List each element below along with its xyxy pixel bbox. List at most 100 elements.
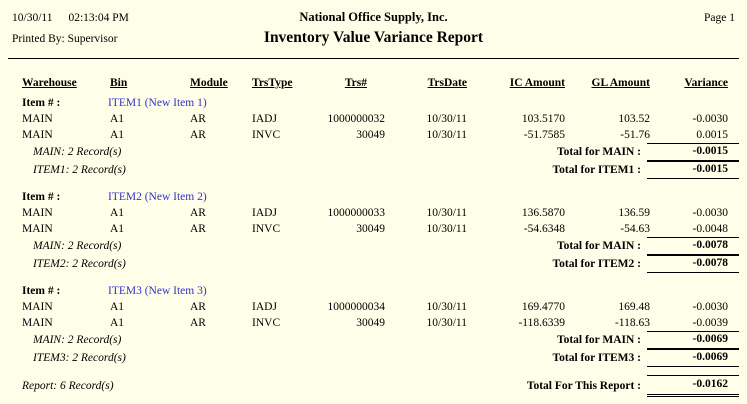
cell-ic-amount: -118.6339	[518, 317, 565, 329]
col-header-variance: Variance	[684, 77, 728, 89]
cell-gl-amount: 169.48	[618, 301, 650, 313]
cell-ic-amount: 169.4770	[521, 301, 565, 313]
item-group-1: Item # : ITEM1 (New Item 1) MAIN A1 AR IA…	[0, 95, 747, 179]
item-total-label: Total for ITEM3 :	[552, 351, 642, 364]
col-header-module: Module	[190, 77, 228, 89]
cell-trstype: INVC	[252, 223, 281, 235]
col-header-warehouse: Warehouse	[22, 77, 77, 89]
cell-variance: -0.0030	[692, 207, 728, 219]
cell-module: AR	[190, 223, 206, 235]
cell-module: AR	[190, 301, 206, 313]
warehouse-total-value: -0.0015	[647, 143, 739, 161]
report-total-label: Total For This Report :	[526, 379, 641, 392]
item-subtotal: ITEM1: 2 Record(s) Total for ITEM1 : -0.…	[0, 161, 747, 179]
cell-gl-amount: 103.52	[618, 113, 650, 125]
item-record-count: ITEM2: 2 Record(s)	[33, 257, 126, 270]
cell-gl-amount: 136.59	[618, 207, 650, 219]
item-group-3: Item # : ITEM3 (New Item 3) MAIN A1 AR IA…	[0, 283, 747, 367]
item-number-label: Item # :	[22, 285, 61, 297]
cell-ic-amount: 103.5170	[521, 113, 565, 125]
item-header: Item # : ITEM3 (New Item 3)	[0, 283, 747, 299]
item-name: ITEM1 (New Item 1)	[108, 97, 207, 109]
table-header-row: Warehouse Bin Module TrsType Trs# TrsDat…	[0, 75, 747, 91]
cell-module: AR	[190, 113, 206, 125]
item-number-label: Item # :	[22, 97, 61, 109]
cell-warehouse: MAIN	[22, 223, 53, 235]
cell-warehouse: MAIN	[22, 113, 53, 125]
cell-warehouse: MAIN	[22, 129, 53, 141]
item-number-label: Item # :	[22, 191, 61, 203]
item-total-value: -0.0078	[647, 255, 739, 273]
cell-trsnum: 30049	[356, 129, 385, 141]
cell-bin: A1	[110, 317, 125, 329]
item-record-count: ITEM3: 2 Record(s)	[33, 351, 126, 364]
item-total-label: Total for ITEM1 :	[552, 163, 642, 176]
table-row: MAIN A1 AR INVC 30049 10/30/11 -54.6348 …	[0, 221, 747, 237]
cell-module: AR	[190, 129, 206, 141]
cell-variance: 0.0015	[696, 129, 728, 141]
warehouse-record-count: MAIN: 2 Record(s)	[33, 333, 122, 346]
cell-trsnum: 1000000033	[327, 207, 386, 219]
col-header-trsdate: TrsDate	[427, 77, 467, 89]
cell-variance: -0.0048	[692, 223, 728, 235]
cell-ic-amount: -51.7585	[523, 129, 565, 141]
cell-gl-amount: -51.76	[620, 129, 650, 141]
warehouse-total-value: -0.0078	[647, 237, 739, 255]
cell-trsnum: 30049	[356, 317, 385, 329]
col-header-gl-amount: GL Amount	[591, 77, 650, 89]
item-total-label: Total for ITEM2 :	[552, 257, 642, 270]
cell-trsdate: 10/30/11	[426, 317, 467, 329]
table-row: MAIN A1 AR INVC 30049 10/30/11 -118.6339…	[0, 315, 747, 331]
cell-trstype: INVC	[252, 317, 281, 329]
item-subtotal: ITEM3: 2 Record(s) Total for ITEM3 : -0.…	[0, 349, 747, 367]
cell-trstype: IADJ	[252, 207, 277, 219]
cell-trstype: INVC	[252, 129, 281, 141]
cell-trsnum: 1000000032	[327, 113, 386, 125]
item-group-2: Item # : ITEM2 (New Item 2) MAIN A1 AR IA…	[0, 189, 747, 273]
report-header: 10/30/11 02:13:04 PM National Office Supp…	[0, 8, 747, 49]
warehouse-total-value: -0.0069	[647, 331, 739, 349]
cell-trsnum: 30049	[356, 223, 385, 235]
header-divider	[8, 58, 739, 59]
cell-bin: A1	[110, 129, 125, 141]
cell-trsdate: 10/30/11	[426, 113, 467, 125]
warehouse-subtotal: MAIN: 2 Record(s) Total for MAIN : -0.00…	[0, 331, 747, 349]
cell-gl-amount: -118.63	[614, 317, 650, 329]
report-title: Inventory Value Variance Report	[263, 29, 484, 46]
col-header-bin: Bin	[110, 77, 128, 89]
report-total-value: -0.0162	[647, 375, 739, 397]
table-row: MAIN A1 AR INVC 30049 10/30/11 -51.7585 …	[0, 127, 747, 143]
report-time: 02:13:04 PM	[68, 12, 129, 24]
cell-bin: A1	[110, 301, 125, 313]
printed-by: Printed By: Supervisor	[12, 33, 118, 45]
warehouse-total-label: Total for MAIN :	[556, 333, 641, 346]
cell-variance: -0.0030	[692, 301, 728, 313]
item-header: Item # : ITEM2 (New Item 2)	[0, 189, 747, 205]
report-total-row: Report: 6 Record(s) Total For This Repor…	[0, 375, 747, 397]
item-record-count: ITEM1: 2 Record(s)	[33, 163, 126, 176]
col-header-ic-amount: IC Amount	[509, 77, 565, 89]
datetime: 10/30/11 02:13:04 PM	[12, 9, 212, 28]
cell-warehouse: MAIN	[22, 317, 53, 329]
item-total-value: -0.0069	[647, 349, 739, 367]
report-record-count: Report: 6 Record(s)	[22, 379, 114, 392]
cell-trsdate: 10/30/11	[426, 301, 467, 313]
cell-bin: A1	[110, 113, 125, 125]
company-name: National Office Supply, Inc.	[299, 10, 448, 24]
cell-gl-amount: -54.63	[620, 223, 650, 235]
cell-bin: A1	[110, 207, 125, 219]
item-name: ITEM2 (New Item 2)	[108, 191, 207, 203]
cell-trsdate: 10/30/11	[426, 207, 467, 219]
cell-ic-amount: -54.6348	[523, 223, 565, 235]
cell-trstype: IADJ	[252, 301, 277, 313]
cell-module: AR	[190, 317, 206, 329]
cell-module: AR	[190, 207, 206, 219]
warehouse-subtotal: MAIN: 2 Record(s) Total for MAIN : -0.00…	[0, 237, 747, 255]
report-date: 10/30/11	[12, 12, 53, 24]
cell-warehouse: MAIN	[22, 301, 53, 313]
table-row: MAIN A1 AR IADJ 1000000034 10/30/11 169.…	[0, 299, 747, 315]
cell-trsdate: 10/30/11	[426, 223, 467, 235]
item-subtotal: ITEM2: 2 Record(s) Total for ITEM2 : -0.…	[0, 255, 747, 273]
table-row: MAIN A1 AR IADJ 1000000032 10/30/11 103.…	[0, 111, 747, 127]
